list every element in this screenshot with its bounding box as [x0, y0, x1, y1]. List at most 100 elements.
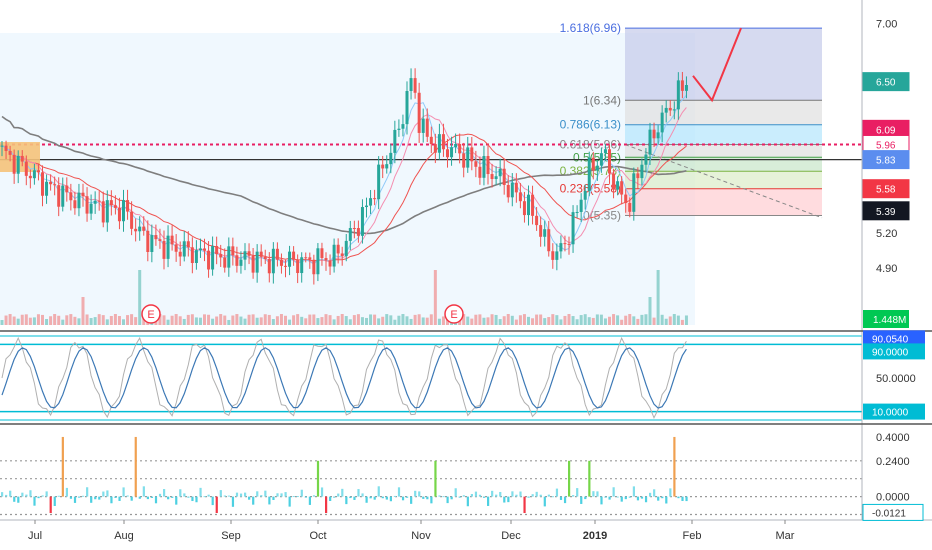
candle-body	[344, 240, 348, 257]
histogram-bar	[49, 496, 52, 514]
candle-body	[405, 91, 409, 125]
histogram-bar	[61, 436, 64, 497]
histogram-bar	[223, 495, 226, 497]
volume-bar	[413, 314, 417, 325]
candle-body	[284, 265, 287, 267]
candle-body	[271, 248, 275, 274]
volume-bar	[182, 318, 186, 325]
candle-body	[288, 251, 292, 267]
volume-bar	[101, 315, 105, 325]
candle-body	[575, 211, 579, 213]
histogram-bar	[86, 487, 89, 497]
candle-body	[97, 200, 101, 202]
histogram-bar	[341, 488, 344, 497]
price-badge-label: 5.83	[876, 156, 896, 167]
price-tick-label: 7.00	[876, 18, 897, 30]
histogram-bar	[316, 460, 320, 497]
histogram-bar	[21, 492, 24, 497]
volume-bar	[498, 319, 502, 325]
candle-body	[186, 241, 190, 248]
volume-bar	[527, 316, 530, 325]
volume-bar	[636, 318, 640, 325]
histogram-bar	[239, 493, 243, 497]
volume-bar	[595, 314, 599, 325]
volume-bar	[215, 316, 219, 325]
histogram-bar	[300, 489, 303, 497]
stochastic-pane[interactable]	[0, 335, 862, 421]
candle-body	[527, 194, 530, 216]
candle-body	[324, 258, 328, 261]
volume-bar	[312, 314, 316, 325]
fib-level-label: 1(6.34)	[583, 93, 621, 107]
candle-body	[656, 132, 660, 139]
candle-body	[385, 164, 389, 169]
earnings-marker-label: E	[450, 309, 457, 321]
candle-body	[478, 166, 482, 178]
volume-bar	[308, 314, 312, 325]
earnings-marker	[444, 304, 464, 324]
volume-bar	[640, 314, 644, 325]
candle-body	[636, 173, 640, 179]
candle-body	[543, 229, 547, 237]
candle-body	[429, 136, 433, 145]
candle-body	[377, 164, 381, 200]
candle-body	[425, 118, 429, 137]
volume-bar	[0, 320, 4, 325]
histogram-bar	[361, 493, 364, 497]
time-tick-label: Dec	[501, 530, 521, 542]
volume-bar	[417, 314, 421, 325]
histogram-bar	[82, 495, 85, 497]
candle-body	[672, 109, 676, 111]
time-tick-label: Mar	[776, 530, 795, 542]
histogram-bar	[572, 495, 575, 497]
candle-body	[360, 207, 364, 236]
volume-bar	[235, 314, 239, 325]
histogram-bar	[9, 490, 12, 497]
volume-bar	[53, 314, 57, 325]
candle-body	[316, 248, 320, 275]
candle-body	[93, 200, 97, 204]
candle-body	[142, 226, 146, 231]
histogram-bar	[450, 496, 453, 500]
candle-body	[105, 200, 109, 223]
histogram-bar	[142, 486, 145, 497]
histogram-bar	[276, 493, 279, 497]
volume-bar	[612, 314, 616, 325]
candle-body	[89, 203, 93, 214]
histogram-bar	[179, 489, 182, 497]
price-pane[interactable]: 1.618(6.96)1(6.34)0.786(6.13)0.618(5.96)…	[0, 21, 862, 325]
candle-body	[247, 251, 251, 256]
candle-body	[587, 157, 591, 191]
histogram-bar	[547, 494, 550, 497]
volume-bar	[429, 314, 433, 325]
histogram-bar	[244, 492, 247, 497]
volume-bar	[16, 318, 20, 325]
candle-body	[446, 149, 449, 158]
histogram-pane[interactable]	[0, 436, 862, 516]
volume-bar	[57, 315, 61, 325]
candle-body	[684, 85, 688, 91]
volume-bar	[474, 314, 478, 325]
volume-bar	[97, 314, 101, 325]
histogram-bar	[636, 496, 640, 501]
candle-body	[531, 194, 535, 216]
histogram-bar	[495, 494, 498, 497]
candle-body	[608, 149, 611, 174]
histogram-bar	[187, 496, 190, 498]
volume-bar	[656, 270, 660, 325]
histogram-bar	[37, 496, 40, 499]
histogram-bar	[397, 487, 401, 497]
price-axis[interactable]: 7.006.505.204.906.506.095.965.835.585.39…	[0, 0, 932, 521]
time-axis[interactable]: Jul Aug Sep Oct Nov Dec 2019 Feb Mar	[28, 520, 795, 542]
volume-badge-label: 1.448M	[873, 315, 906, 326]
volume-bar	[275, 316, 279, 325]
candle-body	[632, 173, 636, 212]
histogram-bar	[353, 496, 356, 500]
volume-bar	[267, 314, 271, 325]
candle-body	[32, 170, 36, 179]
candle-body	[109, 200, 113, 206]
histogram-bar	[535, 491, 538, 497]
volume-bar	[652, 317, 656, 325]
candle-body	[591, 157, 595, 171]
